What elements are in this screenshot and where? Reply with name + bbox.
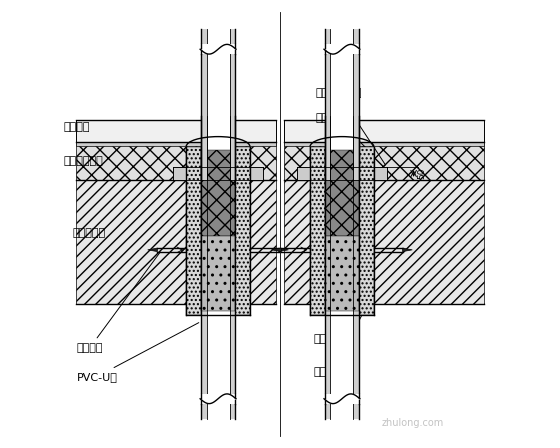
- Bar: [201, 236, 235, 311]
- Bar: [284, 180, 483, 304]
- Bar: [230, 29, 235, 419]
- Bar: [77, 142, 276, 146]
- Bar: [201, 29, 207, 419]
- Bar: [207, 29, 230, 419]
- Bar: [235, 146, 250, 314]
- Bar: [325, 111, 359, 180]
- Text: 混凝土楼板: 混凝土楼板: [72, 228, 105, 238]
- Bar: [230, 111, 235, 180]
- Text: 钢制防水套管: 钢制防水套管: [315, 113, 372, 154]
- Bar: [353, 29, 359, 419]
- Text: zhulong.com: zhulong.com: [381, 418, 444, 428]
- Bar: [77, 180, 276, 304]
- Text: PVC-U管: PVC-U管: [77, 323, 199, 382]
- Bar: [173, 168, 186, 180]
- Polygon shape: [403, 248, 412, 252]
- Bar: [353, 111, 359, 180]
- Text: 50: 50: [417, 168, 426, 179]
- Bar: [186, 146, 201, 314]
- Bar: [284, 142, 483, 180]
- Text: 防水填料: 防水填料: [313, 229, 362, 344]
- Polygon shape: [279, 248, 288, 252]
- Bar: [323, 44, 363, 54]
- Bar: [284, 142, 483, 146]
- Bar: [77, 120, 276, 142]
- Bar: [250, 168, 263, 180]
- Bar: [374, 168, 387, 180]
- Bar: [359, 146, 374, 314]
- Bar: [323, 394, 363, 404]
- Text: 隔热或保温层: 隔热或保温层: [63, 156, 103, 166]
- Text: 水泥砂浆阻水圈: 水泥砂浆阻水圈: [315, 88, 385, 165]
- Text: 膨胀水泥砂浆: 膨胀水泥砂浆: [313, 315, 362, 377]
- Bar: [201, 150, 235, 236]
- Bar: [201, 111, 207, 180]
- Bar: [325, 111, 330, 180]
- Bar: [325, 236, 359, 311]
- Bar: [199, 394, 239, 404]
- Bar: [310, 146, 325, 314]
- Text: 止水翼环: 止水翼环: [77, 252, 160, 353]
- Bar: [235, 146, 250, 314]
- Text: 屋面面层: 屋面面层: [63, 122, 90, 132]
- Bar: [325, 150, 359, 236]
- Bar: [297, 168, 310, 180]
- Bar: [186, 146, 201, 314]
- Polygon shape: [148, 248, 157, 252]
- Bar: [330, 29, 353, 419]
- Bar: [284, 120, 483, 142]
- Bar: [199, 44, 239, 54]
- Bar: [359, 146, 374, 314]
- Bar: [201, 111, 235, 180]
- Bar: [325, 29, 330, 419]
- Bar: [77, 142, 276, 180]
- Polygon shape: [272, 248, 281, 252]
- Bar: [310, 146, 325, 314]
